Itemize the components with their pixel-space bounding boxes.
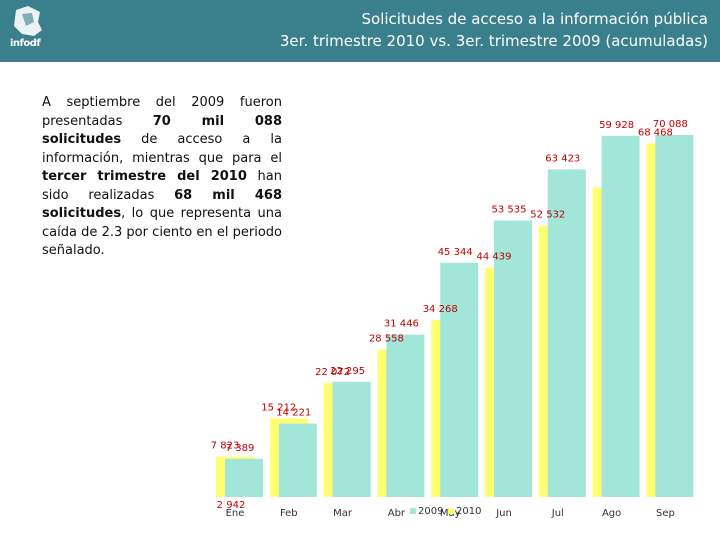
desc-bold-1: 70 mil 088 solicitudes <box>42 113 282 148</box>
desc-part-3: han sido realizadas <box>42 169 283 203</box>
data-label-2009-ene: 7 389 <box>226 443 255 454</box>
page-title: Solicitudes de acceso a la información p… <box>280 8 708 52</box>
header-bar: infodf Solicitudes de acceso a la inform… <box>0 0 720 62</box>
legend-label-2010: 2010 <box>456 506 481 517</box>
desc-bold-3: 68 mil 468 solicitudes <box>42 187 282 222</box>
tick-label-jul: Jul <box>551 508 564 519</box>
tick-label-mar: Mar <box>333 508 353 519</box>
bar-2009-jun <box>494 220 532 497</box>
data-label-2010-ene: 7 823 <box>211 441 240 452</box>
data-label-ene-extra: 2 942 <box>217 500 246 511</box>
data-label-2009-mar: 22 295 <box>330 366 365 377</box>
bar-2009-feb <box>278 423 317 497</box>
tick-label-jun: Jun <box>495 508 512 519</box>
bar-2009-jul <box>547 169 586 497</box>
data-label-2010-sep: 68 468 <box>638 127 673 138</box>
tick-label-sep: Sep <box>656 508 675 519</box>
data-label-2009-sep: 70 088 <box>653 119 688 130</box>
title-line-2: 3er. trimestre 2010 vs. 3er. trimestre 2… <box>279 32 708 50</box>
data-label-2010-mar: 22 072 <box>315 367 350 378</box>
tick-label-ene: Ene <box>226 508 245 519</box>
bar-2009-ene <box>225 458 263 497</box>
desc-part-2: de acceso a la información, mientras que… <box>42 132 282 166</box>
bar-2009-ago <box>601 135 640 497</box>
desc-part-1: A septiembre del 2009 fueron presentadas <box>42 95 282 129</box>
infodf-logo-icon <box>14 6 42 36</box>
bar-2009-may <box>440 262 479 497</box>
desc-part-4: , lo que representa una caída de 2.3 por… <box>42 206 282 258</box>
desc-bold-2: tercer trimestre del 2010 <box>42 169 247 184</box>
data-label-2010-abr: 28 558 <box>369 333 404 344</box>
data-label-2009-may: 45 344 <box>438 247 473 258</box>
legend-swatch-2010 <box>448 508 454 514</box>
data-label-2010-jul: 52 532 <box>530 210 565 221</box>
data-label-2010-may: 34 268 <box>423 304 458 315</box>
title-line-1: Solicitudes de acceso a la información p… <box>361 10 708 28</box>
bar-2009-abr <box>386 334 425 497</box>
tick-label-feb: Feb <box>280 508 298 519</box>
bar-2009-mar <box>332 381 371 497</box>
logo-text: infodf <box>10 38 41 49</box>
description-text: A septiembre del 2009 fueron presentadas… <box>42 94 282 261</box>
data-label-2009-jun: 53 535 <box>492 204 527 215</box>
data-label-2010-feb: 15 212 <box>261 402 296 413</box>
legend-swatch-2009 <box>410 508 416 514</box>
bar-2009-sep <box>655 135 694 497</box>
data-label-2009-abr: 31 446 <box>384 319 419 330</box>
data-label-2010-jun: 44 439 <box>477 251 512 262</box>
tick-label-abr: Abr <box>388 508 406 519</box>
legend-label-2009: 2009 <box>418 506 443 517</box>
tick-label-ago: Ago <box>602 508 621 519</box>
data-label-2009-ago: 59 928 <box>599 120 634 131</box>
data-label-2009-jul: 63 423 <box>545 153 580 164</box>
data-label-2009-feb: 14 221 <box>276 408 311 419</box>
